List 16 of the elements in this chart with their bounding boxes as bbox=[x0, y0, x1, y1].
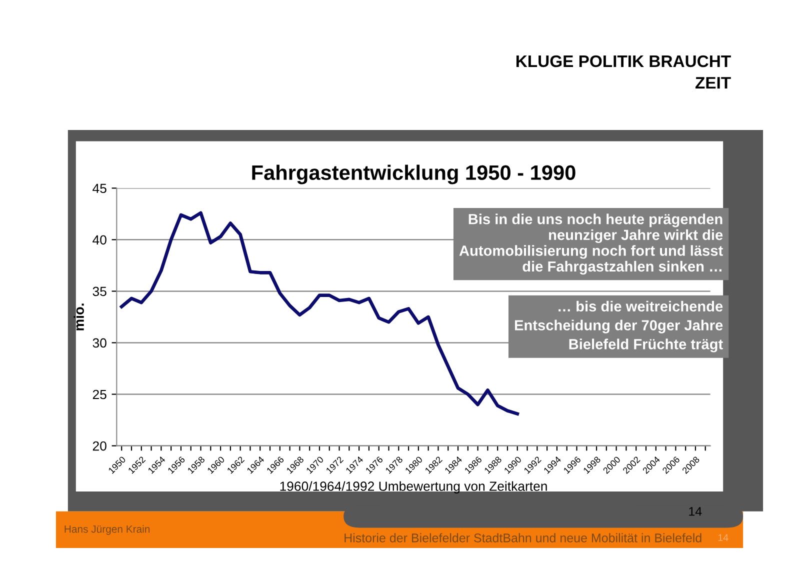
text: Historie der Bielefelder StadtBahn und neue Mobilität in Bielefeld bbox=[344, 533, 702, 542]
y-tick-label: 45 bbox=[92, 184, 106, 194]
y-tick-label: 35 bbox=[92, 286, 106, 296]
chart-title: Fahrgastentwicklung 1950 - 1990 bbox=[252, 164, 576, 184]
text: Hans Jürgen Krain bbox=[64, 525, 150, 535]
annotation: … bis die weitreichende Entscheidung der 70ger Jahre Bielefeld Früchte trägt bbox=[514, 300, 723, 352]
annotation: Bis in die uns noch heute prägenden neunziger Jahre wirkt die Automobilisierung noch fort und lässt die Fahrgastzahlen sinken … bbox=[459, 214, 723, 275]
text: KLUGE POLITIK BRAUCHT ZEIT bbox=[516, 55, 731, 89]
y-tick-label: 30 bbox=[92, 338, 106, 348]
x-axis-title: 1960/1964/1992 Umbewertung von Zeitkarten bbox=[280, 481, 547, 494]
text: 14 bbox=[689, 507, 702, 516]
y-tick-label: 25 bbox=[92, 390, 106, 400]
y-tick-label: 40 bbox=[92, 235, 106, 245]
y-tick-label: 20 bbox=[92, 441, 106, 451]
text: 14 bbox=[718, 534, 728, 541]
y-axis-title: mio. bbox=[74, 304, 84, 330]
